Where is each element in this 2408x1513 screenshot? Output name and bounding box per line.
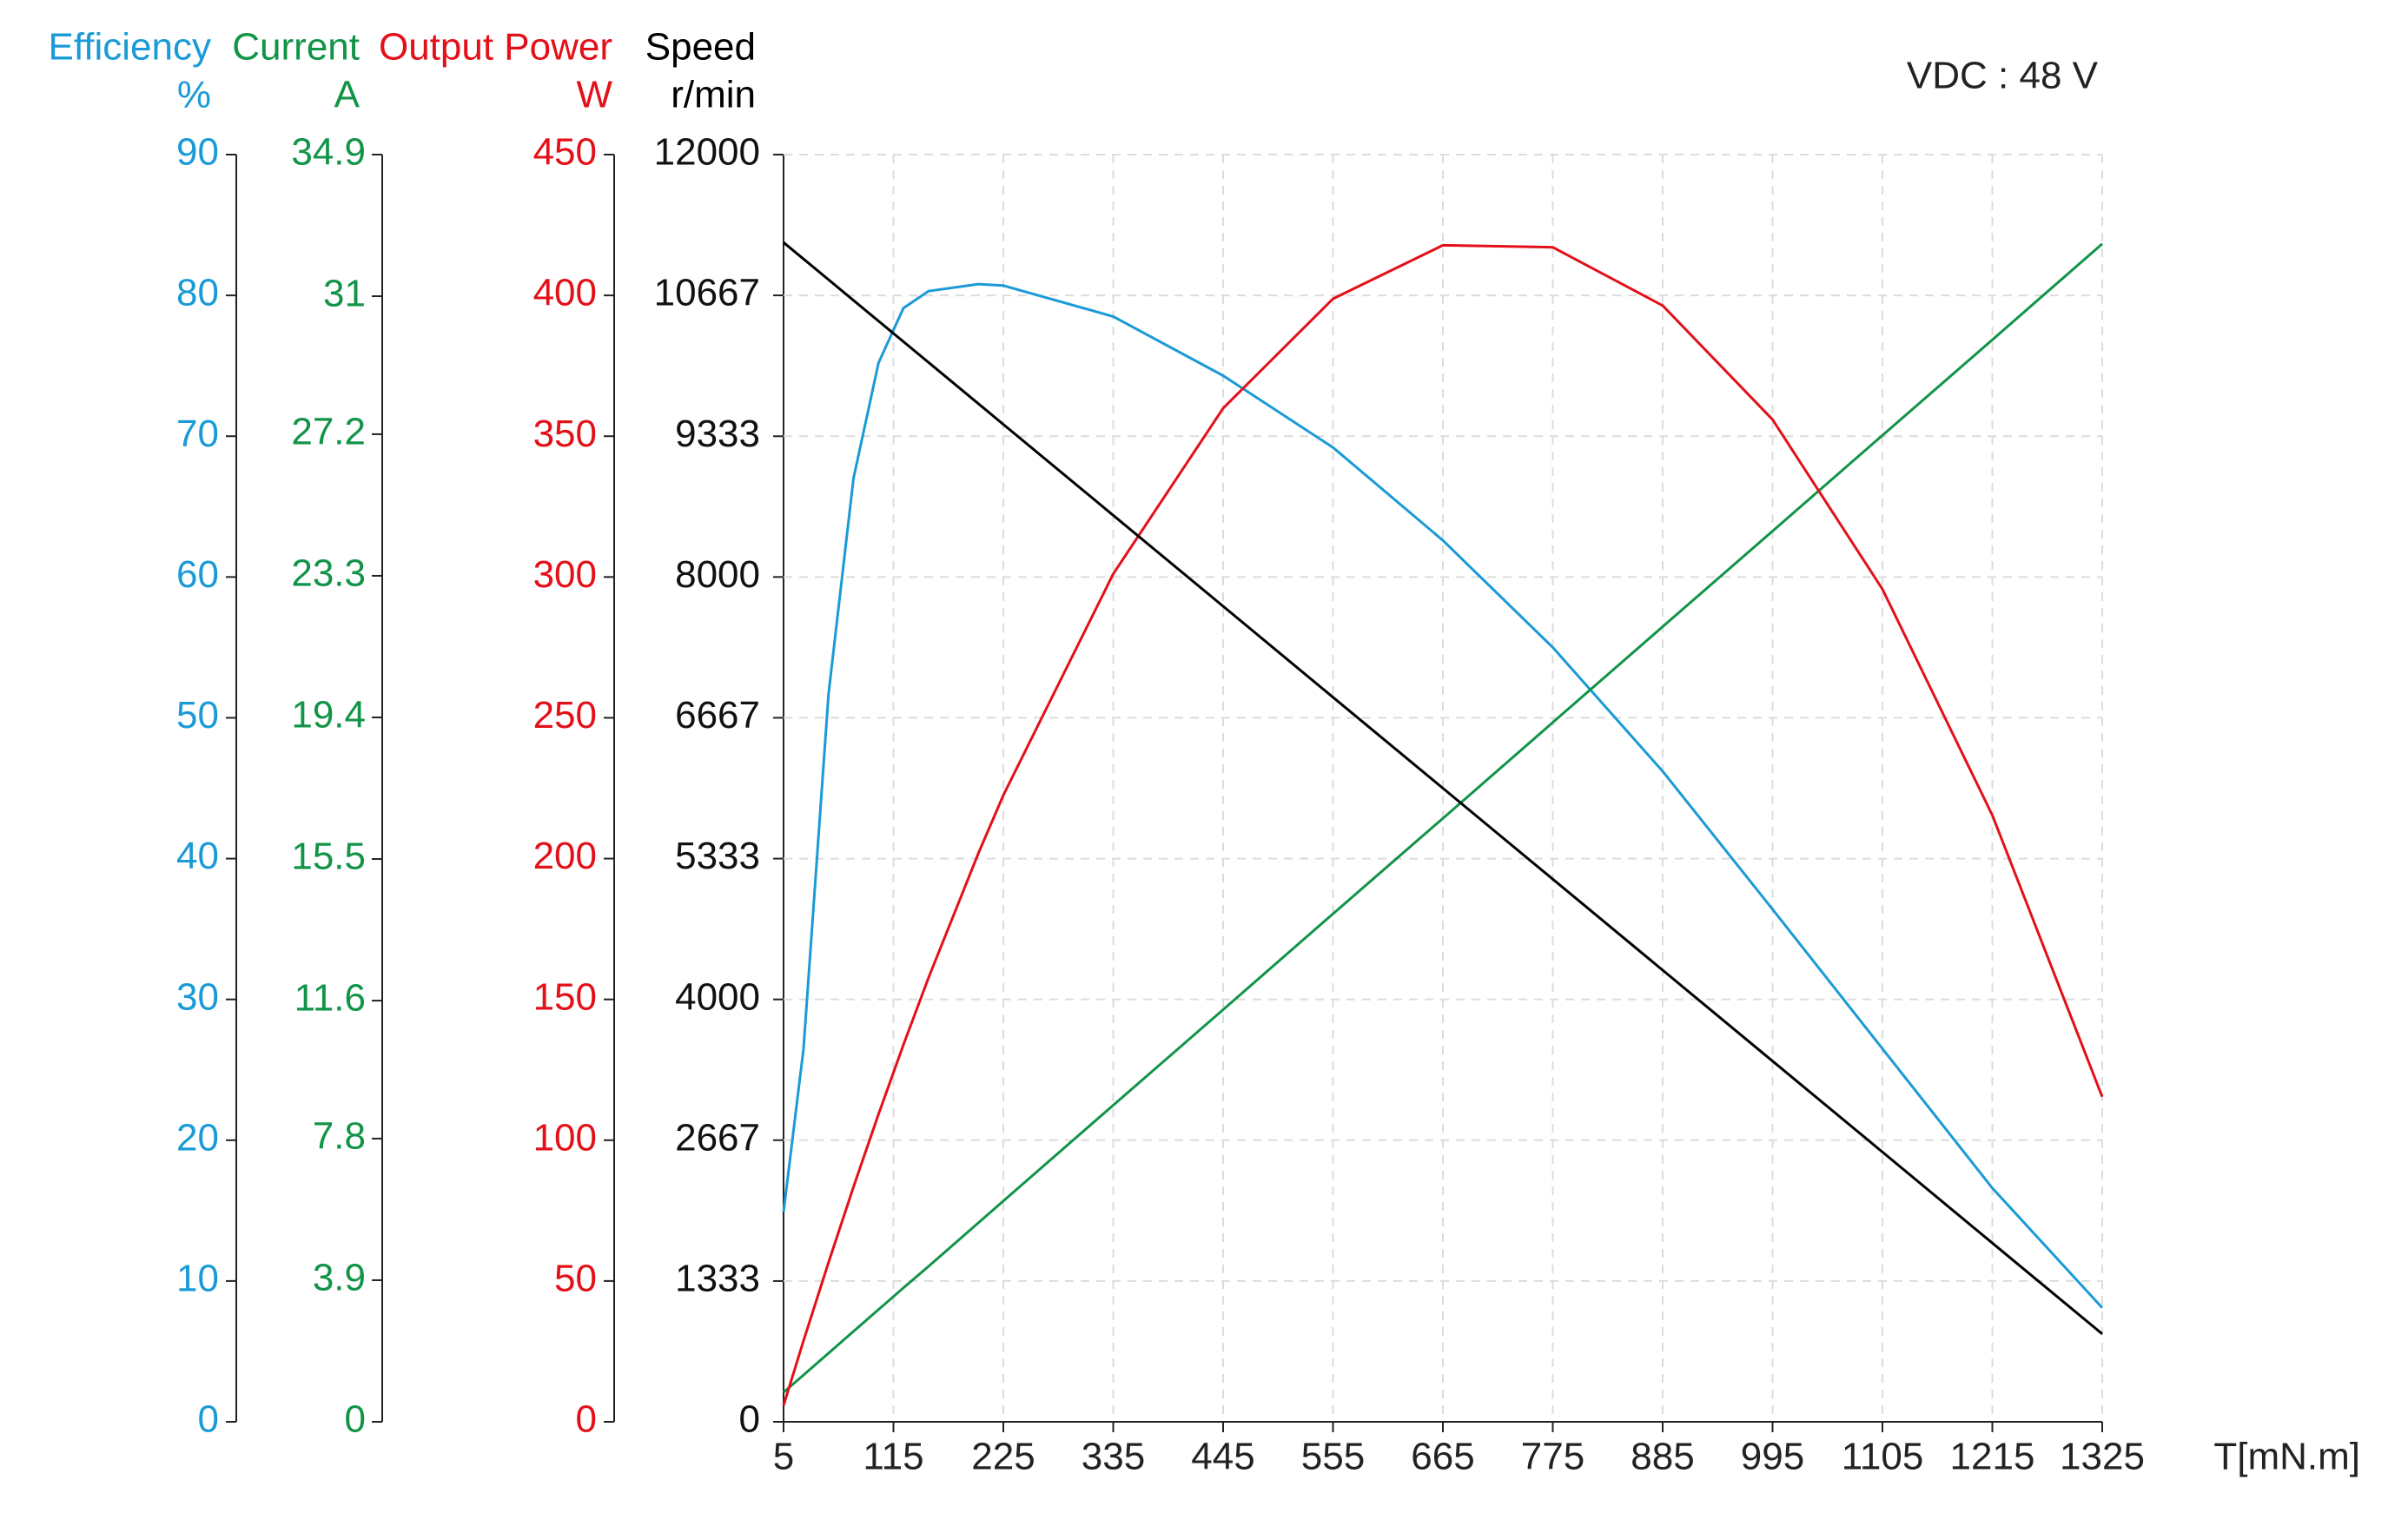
y-tick-label: 0	[739, 1398, 760, 1441]
x-tick-label: 445	[1191, 1436, 1254, 1478]
y-tick-label: 70	[176, 413, 219, 455]
y-tick-label: 50	[176, 694, 219, 737]
x-axis-label: T[mN.m]	[2213, 1436, 2360, 1478]
y-tick-label: 50	[554, 1258, 597, 1300]
y-tick-label: 450	[533, 131, 597, 174]
series-line	[783, 242, 2103, 1394]
y-tick-label: 10667	[654, 272, 760, 314]
y-tick-label: 9333	[675, 413, 760, 455]
y-tick-label: 100	[533, 1116, 597, 1159]
y-tick-label: 12000	[654, 131, 760, 174]
y-tick-label: 0	[198, 1398, 219, 1441]
y-tick-label: 350	[533, 413, 597, 455]
y-tick-label: 0	[345, 1398, 366, 1441]
series-line	[782, 282, 2104, 1309]
y-tick-label: 250	[533, 694, 597, 737]
y-tick-label: 30	[176, 975, 219, 1018]
y-tick-label: 5333	[675, 835, 760, 877]
axis-unit: A	[334, 74, 361, 116]
x-tick-label: 115	[863, 1436, 923, 1478]
y-tick-label: 40	[176, 835, 219, 877]
y-tick-label: 90	[176, 131, 219, 174]
y-tick-label: 3.9	[313, 1257, 366, 1299]
axis-unit: %	[177, 74, 211, 116]
axis-unit: r/min	[671, 74, 756, 116]
x-tick-label: 665	[1411, 1436, 1474, 1478]
y-tick-label: 0	[576, 1398, 597, 1441]
x-tick-label: 1215	[1950, 1436, 2035, 1478]
y-tick-label: 15.5	[291, 836, 366, 878]
x-tick-label: 1105	[1842, 1436, 1924, 1478]
axis-title: Efficiency	[49, 26, 212, 69]
y-tick-label: 300	[533, 553, 597, 596]
x-tick-label: 225	[971, 1436, 1035, 1478]
y-tick-label: 60	[176, 553, 219, 596]
y-tick-label: 20	[176, 1116, 219, 1159]
y-tick-label: 11.6	[294, 977, 366, 1020]
y-tick-label: 6667	[675, 694, 760, 737]
y-tick-label: 2667	[675, 1116, 760, 1159]
y-tick-label: 19.4	[291, 694, 366, 737]
x-tick-label: 885	[1631, 1436, 1694, 1478]
y-tick-label: 80	[176, 272, 219, 314]
y-tick-label: 34.9	[291, 131, 366, 174]
axis-title: Speed	[645, 26, 756, 69]
annotation: VDC : 48 V	[1907, 55, 2099, 97]
x-tick-label: 555	[1301, 1436, 1365, 1478]
y-tick-label: 400	[533, 272, 597, 314]
y-tick-label: 4000	[675, 975, 760, 1018]
x-tick-label: 1325	[2060, 1436, 2145, 1478]
y-tick-label: 27.2	[291, 411, 366, 453]
series-line	[782, 243, 2104, 1406]
x-tick-label: 775	[1521, 1436, 1584, 1478]
y-tick-label: 1333	[675, 1258, 760, 1300]
axis-title: Output Power	[379, 26, 612, 69]
y-tick-label: 7.8	[313, 1115, 366, 1158]
axis-unit: W	[576, 74, 612, 116]
x-tick-label: 5	[773, 1436, 794, 1478]
y-tick-label: 10	[176, 1258, 219, 1300]
y-tick-label: 200	[533, 835, 597, 877]
axis-title: Current	[232, 26, 360, 69]
y-tick-label: 31	[323, 273, 366, 315]
y-tick-label: 150	[533, 975, 597, 1018]
x-tick-label: 995	[1741, 1436, 1804, 1478]
y-tick-label: 8000	[675, 553, 760, 596]
x-tick-label: 335	[1082, 1436, 1145, 1478]
y-tick-label: 23.3	[291, 552, 366, 595]
series-line	[783, 241, 2103, 1335]
